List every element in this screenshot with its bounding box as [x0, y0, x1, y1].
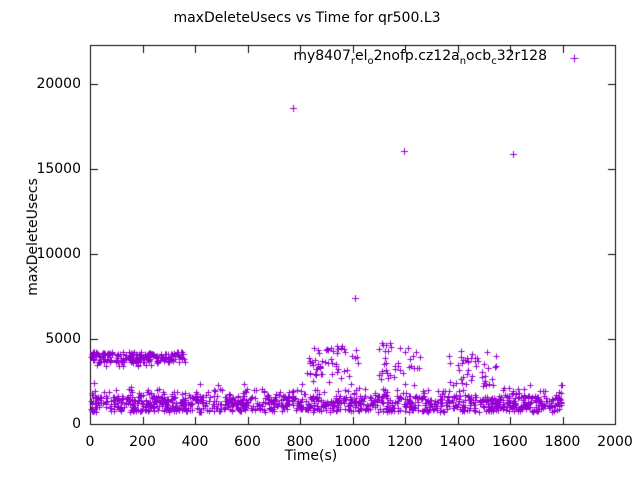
x-tick-label: 1200: [387, 434, 423, 450]
x-axis-label: Time(s): [284, 448, 338, 464]
legend-label-text: 32r128: [496, 48, 547, 64]
legend-label-subscript: o: [367, 55, 374, 67]
x-tick-label: 1800: [544, 434, 581, 450]
legend-label-text: el: [355, 48, 368, 64]
legend-label-text: ocb: [466, 48, 492, 64]
y-tick-label: 10000: [36, 246, 81, 262]
legend-label-text: my8407: [293, 48, 351, 64]
x-tick-label: 1400: [439, 434, 476, 450]
legend-label-subscript: n: [459, 55, 467, 67]
y-axis-label: maxDeleteUsecs: [25, 178, 41, 296]
x-tick-label: 0: [85, 434, 95, 450]
y-tick-label: 15000: [36, 161, 81, 177]
x-tick-label: 1000: [334, 434, 371, 450]
x-tick-label: 800: [286, 434, 314, 450]
x-tick-label: 1600: [492, 434, 528, 450]
legend-label-text: 2nofp.cz12a: [373, 48, 460, 64]
legend-label-subscript: c: [491, 55, 497, 67]
x-tick-label: 600: [234, 434, 261, 450]
chart-title: maxDeleteUsecs vs Time for qr500.L3: [173, 10, 441, 26]
legend-series-label: my8407relo2nofp.cz12anocbc32r128: [293, 48, 547, 67]
y-tick-label: 5000: [45, 331, 81, 347]
x-tick-label: 2000: [597, 434, 633, 450]
y-tick-label: 0: [72, 416, 81, 432]
x-tick-label: 400: [181, 434, 209, 450]
legend-label-subscript: r: [350, 55, 355, 67]
x-tick-label: 200: [129, 434, 156, 450]
y-tick-label: 20000: [36, 76, 81, 92]
legend: my8407relo2nofp.cz12anocbc32r128: [293, 48, 547, 67]
